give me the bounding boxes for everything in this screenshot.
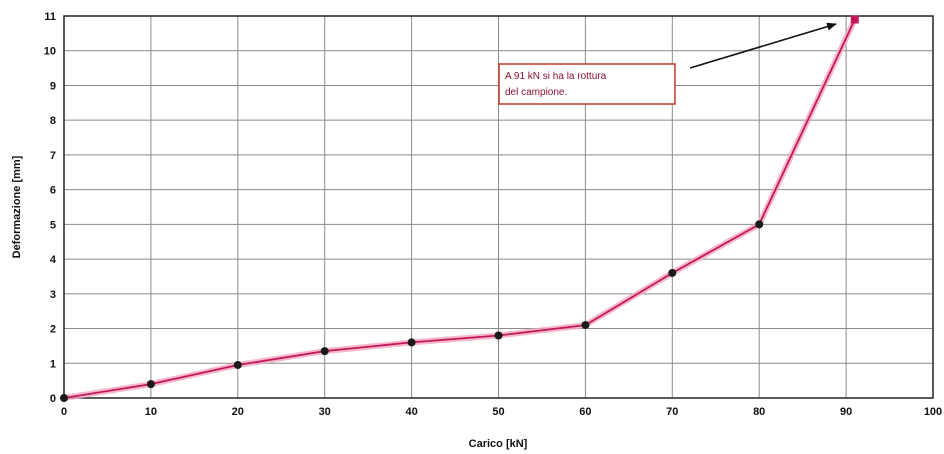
y-tick-label: 1 [50, 358, 56, 370]
y-tick-label: 8 [50, 115, 56, 127]
x-tick-label: 100 [924, 406, 942, 418]
data-point [494, 331, 503, 340]
x-tick-label: 0 [61, 406, 67, 418]
y-tick-label: 5 [50, 219, 56, 231]
x-tick-label: 60 [579, 406, 591, 418]
data-point [60, 394, 68, 402]
series-deformation [60, 15, 859, 402]
data-point [233, 361, 242, 370]
x-tick-label: 10 [145, 406, 157, 418]
x-tick-label: 30 [319, 406, 331, 418]
annotation: A 91 kN si ha la rottura del campione. [498, 22, 837, 105]
y-tick-label: 4 [50, 254, 57, 266]
y-tick-label: 6 [50, 185, 56, 197]
plot-area-frame [63, 15, 934, 399]
x-tick-label: 40 [405, 406, 417, 418]
data-point [407, 338, 416, 347]
y-tick-label: 10 [44, 46, 56, 58]
data-point [146, 380, 155, 389]
annotation-arrow [689, 22, 837, 69]
x-tick-label: 90 [840, 406, 852, 418]
series-line [63, 19, 856, 399]
y-tick-label: 7 [50, 150, 56, 162]
series-line-halo [61, 16, 858, 401]
data-point [581, 321, 590, 330]
x-tick-label: 80 [753, 406, 765, 418]
data-point-rupture [850, 15, 859, 24]
y-tick-label: 9 [50, 80, 56, 92]
annotation-line-2: del campione. [505, 87, 567, 98]
x-tick-label: 20 [232, 406, 244, 418]
annotation-line-1: A 91 kN si ha la rottura [505, 71, 607, 82]
data-point [320, 347, 329, 356]
y-tick-label: 3 [50, 289, 56, 301]
x-tick-label: 70 [666, 406, 678, 418]
data-point [755, 220, 764, 229]
y-axis-ticks: 0 1 2 3 4 5 6 7 8 9 10 11 [44, 11, 57, 405]
x-tick-label: 50 [492, 406, 504, 418]
y-tick-label: 11 [44, 11, 56, 23]
y-axis-title: Deformazione [mm] [11, 155, 23, 258]
y-tick-label: 2 [50, 324, 56, 336]
x-axis-title: Carico [kN] [469, 438, 528, 450]
x-axis-ticks: 0 10 20 30 40 50 60 70 80 90 100 [61, 406, 942, 418]
y-tick-label: 0 [50, 393, 56, 405]
annotation-box [498, 63, 676, 105]
data-point [668, 268, 677, 277]
